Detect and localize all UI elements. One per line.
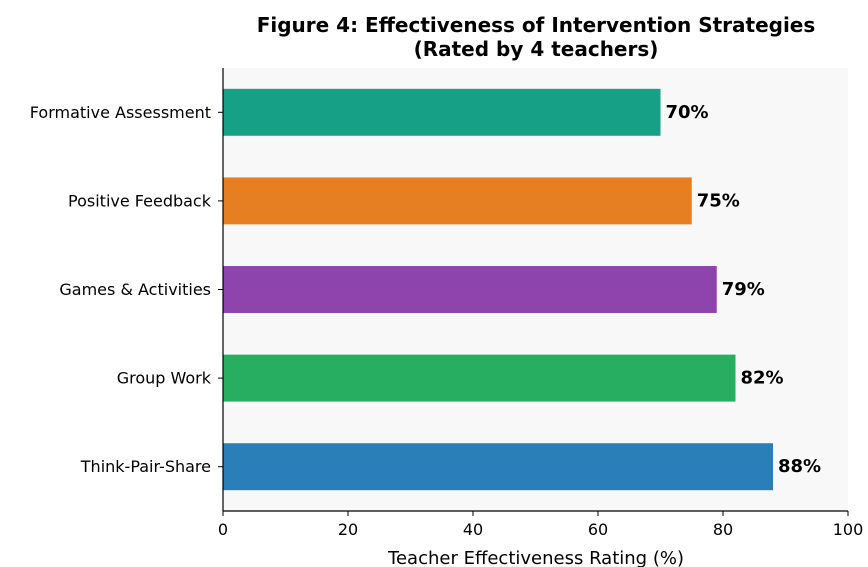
x-tick-label: 60 (588, 520, 608, 539)
x-tick-label: 40 (463, 520, 483, 539)
x-tick-label: 0 (218, 520, 228, 539)
category-labels: Think-Pair-Share Group Work Games & Activi… (30, 103, 223, 476)
bar (223, 354, 736, 402)
category-label: Group Work (117, 369, 212, 388)
x-tick-label: 100 (833, 520, 864, 539)
data-label: 70% (666, 102, 709, 123)
bar (223, 177, 692, 225)
data-label: 88% (778, 456, 821, 477)
x-axis-label: Teacher Effectiveness Rating (%) (387, 548, 684, 567)
category-label: Positive Feedback (68, 191, 212, 210)
x-tick-label: 80 (713, 520, 733, 539)
chart-subtitle: (Rated by 4 teachers) (414, 37, 659, 61)
data-label: 75% (697, 190, 740, 211)
category-label: Think-Pair-Share (80, 457, 211, 476)
bar (223, 88, 661, 136)
category-label: Formative Assessment (30, 103, 211, 122)
data-labels: 88% 82% 79% 75% 70% (666, 102, 822, 477)
data-label: 82% (741, 368, 784, 389)
x-axis-ticks: 0 20 40 60 80 100 (218, 511, 863, 539)
bar (223, 266, 717, 313)
bars-group (223, 88, 773, 491)
bar (223, 443, 773, 491)
category-label: Games & Activities (59, 280, 211, 299)
x-tick-label: 20 (338, 520, 358, 539)
chart-title: Figure 4: Effectiveness of Intervention … (257, 13, 816, 37)
data-label: 79% (722, 279, 765, 300)
